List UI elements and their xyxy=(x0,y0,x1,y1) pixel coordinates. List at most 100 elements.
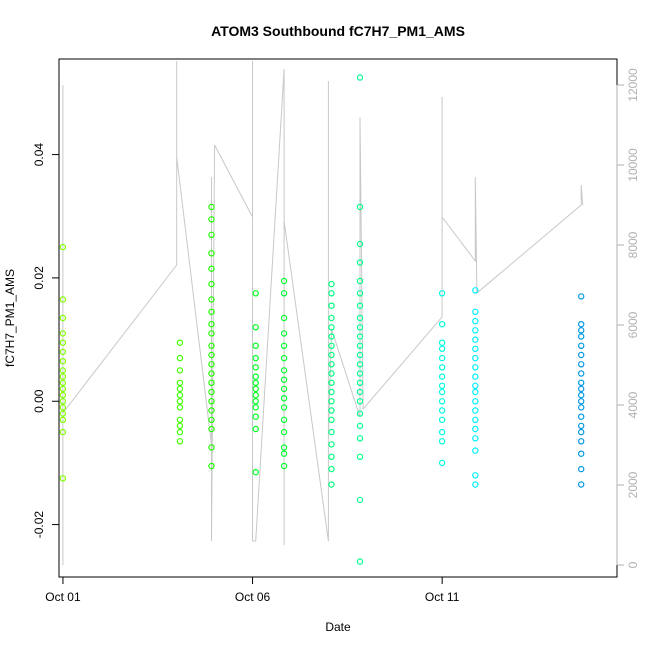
data-point xyxy=(208,265,215,272)
data-point xyxy=(438,416,446,423)
data-point xyxy=(59,475,67,482)
x-axis-label: Date xyxy=(325,620,351,634)
data-point xyxy=(280,354,288,362)
data-point xyxy=(176,404,184,411)
data-point xyxy=(208,407,215,414)
points-layer xyxy=(59,74,585,565)
data-point xyxy=(578,465,585,473)
data-point xyxy=(328,481,335,488)
data-point xyxy=(176,416,184,423)
data-point xyxy=(59,404,67,411)
data-point xyxy=(356,333,364,340)
x-tick-label: Oct 06 xyxy=(235,590,271,604)
data-point xyxy=(356,453,364,460)
y2-tick-label: 8000 xyxy=(626,231,640,258)
data-point xyxy=(280,395,288,402)
data-point xyxy=(356,302,364,309)
data-point xyxy=(280,416,288,423)
data-point xyxy=(356,435,364,442)
data-point xyxy=(472,481,479,488)
data-point xyxy=(356,422,364,430)
data-point xyxy=(59,398,67,405)
data-point xyxy=(328,441,335,448)
data-point xyxy=(208,388,215,396)
data-point xyxy=(328,453,335,460)
data-point xyxy=(438,354,446,362)
data-point xyxy=(59,379,67,386)
data-point xyxy=(280,314,288,322)
data-point xyxy=(578,450,585,457)
data-point xyxy=(59,367,67,374)
data-point xyxy=(208,416,215,423)
data-point xyxy=(252,413,259,420)
data-point xyxy=(356,259,364,266)
data-point xyxy=(472,425,479,433)
data-point xyxy=(59,410,67,417)
data-point xyxy=(328,333,335,340)
data-point xyxy=(208,308,215,315)
data-point xyxy=(328,290,335,297)
data-point xyxy=(328,351,335,359)
data-point xyxy=(438,388,446,396)
data-point xyxy=(208,462,215,470)
data-point xyxy=(472,388,479,396)
data-point xyxy=(252,385,259,393)
data-point xyxy=(438,290,446,297)
data-point xyxy=(252,290,259,297)
x-tick-label: Oct 11 xyxy=(425,590,460,604)
data-point xyxy=(578,404,585,411)
data-point xyxy=(356,351,364,359)
data-point xyxy=(280,277,288,285)
data-point xyxy=(438,345,446,352)
data-point xyxy=(472,354,479,362)
data-point xyxy=(438,398,446,405)
y-tick-label: 0.00 xyxy=(32,389,46,413)
data-point xyxy=(356,277,364,285)
data-point xyxy=(176,428,184,436)
data-point xyxy=(472,373,479,380)
altitude-layer xyxy=(62,61,584,565)
data-point xyxy=(280,290,288,297)
data-point xyxy=(356,74,364,81)
data-point xyxy=(438,373,446,380)
data-point xyxy=(328,388,335,396)
data-point xyxy=(59,428,67,436)
data-point xyxy=(578,379,585,386)
data-point xyxy=(578,342,585,349)
data-point xyxy=(328,280,335,288)
data-point xyxy=(328,465,335,473)
data-point xyxy=(328,407,335,414)
data-point xyxy=(578,422,585,430)
data-point xyxy=(328,416,335,423)
data-point xyxy=(472,287,479,294)
data-point xyxy=(59,416,67,423)
data-point xyxy=(280,367,288,374)
data-point xyxy=(356,324,364,331)
data-point xyxy=(59,385,67,393)
data-point xyxy=(356,240,364,248)
data-point xyxy=(176,398,184,405)
data-point xyxy=(59,330,67,337)
data-point xyxy=(328,370,335,377)
data-point xyxy=(176,367,184,374)
data-point xyxy=(356,398,364,405)
data-point xyxy=(280,428,288,436)
y-tick-label: -0.02 xyxy=(32,511,46,539)
data-point xyxy=(252,324,259,331)
data-point xyxy=(578,361,585,368)
data-point xyxy=(280,444,288,451)
data-point xyxy=(176,438,184,445)
data-point xyxy=(208,361,215,368)
data-point xyxy=(208,379,215,386)
data-point xyxy=(59,339,67,346)
y-axis-label: fC7H7_PM1_AMS xyxy=(3,269,17,367)
data-point xyxy=(328,428,335,436)
data-point xyxy=(472,435,479,442)
data-point xyxy=(59,296,67,303)
x-tick-label: Oct 01 xyxy=(45,590,81,604)
axes-layer: Oct 01 Oct 06 Oct 11 -0.02 0.00 0.02 0.04 0 2000… xyxy=(32,68,640,604)
data-point xyxy=(356,379,364,386)
data-point xyxy=(472,382,479,389)
data-point xyxy=(208,280,215,288)
data-point xyxy=(208,398,215,405)
